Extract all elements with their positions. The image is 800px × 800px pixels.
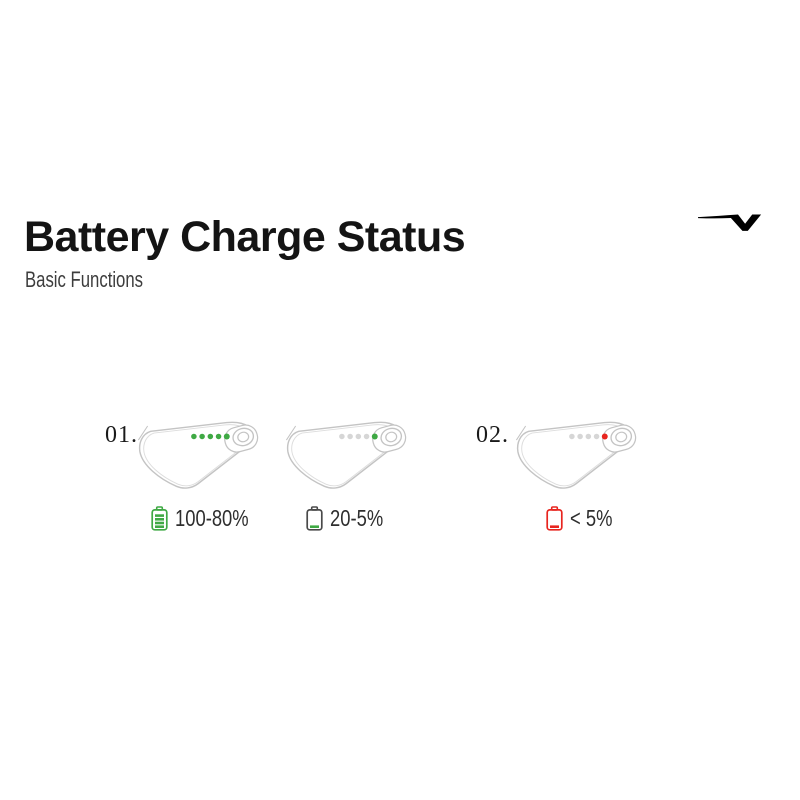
battery-range-label: < 5% [570,505,613,531]
step-number-01: 01. [105,422,138,448]
led-dot [601,433,608,440]
charger-device-full [136,419,260,493]
led-dot [215,433,222,440]
device-illustration [285,421,407,489]
battery-range-label: 100-80% [175,505,249,531]
device-seam [515,425,527,441]
device-seam [137,425,149,441]
device-illustration [137,421,259,489]
step-number-02: 02. [476,422,509,448]
led-dot [199,433,205,440]
led-dot [371,433,378,440]
led-dot [223,433,230,440]
led-dot [577,433,583,440]
led-dot [207,433,214,440]
led-dot [585,433,592,440]
led-dot [593,433,600,440]
battery-range-label: 20-5% [330,505,384,531]
v-swoosh-logo [698,214,762,231]
led-dot [363,433,370,440]
button-center [385,431,398,443]
battery-legend-critical: < 5% [546,505,623,532]
battery-critical-icon [546,506,563,531]
battery-full-icon [151,506,168,531]
led-dot [347,433,353,440]
led-dot [355,433,362,440]
button-center [615,431,628,443]
page-subtitle: Basic Functions [25,267,144,292]
battery-low-icon [306,506,323,531]
device-seam [285,425,297,441]
battery-legend-low: 20-5% [306,505,396,532]
led-dot [569,433,575,440]
battery-legend-full: 100-80% [151,505,267,532]
charger-device-low [284,419,408,493]
led-dot [191,433,197,440]
charger-device-critical [514,419,638,493]
led-dot [339,433,345,440]
button-center [237,431,250,443]
device-illustration [515,421,637,489]
page-title: Battery Charge Status [24,213,466,261]
